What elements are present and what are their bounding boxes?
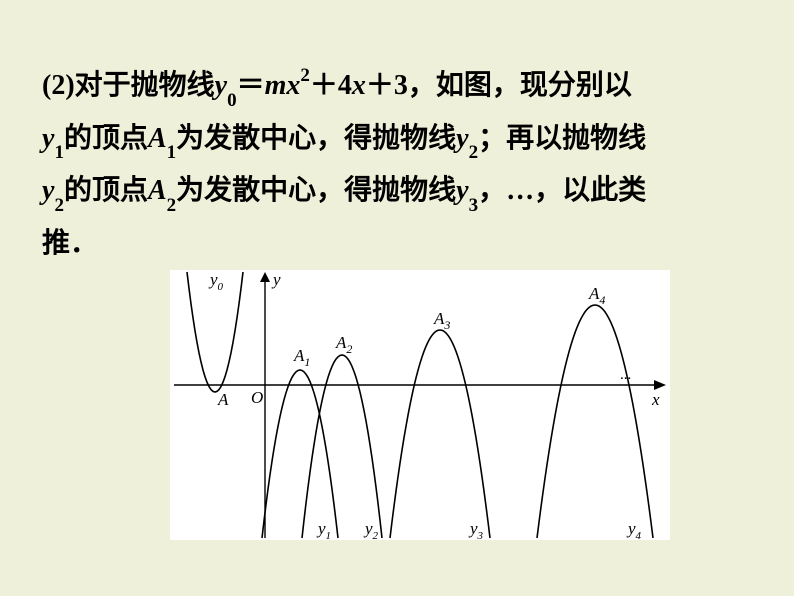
- sup-2: 2: [300, 65, 310, 86]
- text-8: ，…，以此类: [478, 175, 646, 206]
- problem-paragraph: (2)对于抛物线y0＝mx2＋4x＋3，如图，现分别以 y1的顶点A1为发散中心…: [42, 60, 752, 270]
- curve-label-y3: y3: [468, 519, 484, 540]
- var-x: x: [286, 70, 300, 101]
- var-x2: x: [352, 70, 366, 101]
- A-label: A: [217, 390, 229, 409]
- curve-y3: [390, 330, 490, 538]
- vertex-label-A1: A1: [293, 346, 310, 369]
- text-4: 为发散中心，得抛物线: [176, 123, 456, 154]
- vertex-label-A3: A3: [433, 309, 450, 332]
- curve-y4: [537, 305, 653, 538]
- y-label: y: [271, 270, 281, 289]
- var-A1: A: [148, 123, 167, 154]
- sub-y3: 3: [469, 195, 479, 216]
- var-y0: y: [215, 70, 227, 101]
- x-label: x: [651, 390, 660, 409]
- curve-y0: [187, 272, 243, 392]
- curve-label-y1: y1: [316, 519, 331, 540]
- sub-0: 0: [227, 90, 237, 111]
- sub-1: 1: [54, 142, 64, 163]
- plus-4: ＋4: [310, 70, 352, 101]
- text-6: 的顶点: [64, 175, 148, 206]
- curve-label-y4: y4: [626, 519, 642, 540]
- text-3: 的顶点: [64, 123, 148, 154]
- sub-A1: 1: [167, 142, 177, 163]
- part-number: (2): [42, 70, 75, 101]
- text-2: ＋3，如图，现分别以: [366, 70, 632, 101]
- text-9: 推．: [42, 228, 98, 259]
- text-5: ；再以抛物线: [478, 123, 646, 154]
- curve-label-y2: y2: [363, 519, 379, 540]
- var-y2: y: [456, 123, 468, 154]
- y0-axis-label: y0: [208, 270, 224, 293]
- ellipsis-label: ...: [620, 367, 631, 383]
- y-axis-arrow: [260, 272, 270, 282]
- sub-A2: 2: [167, 195, 177, 216]
- x-axis-arrow: [654, 380, 666, 390]
- figure-container: Ox y y0 A A1 A2 A3 A4... y1 y2 y3 y4: [170, 270, 670, 540]
- curve-y2: [302, 355, 382, 538]
- text-1: 对于抛物线: [75, 70, 215, 101]
- slide-content: (2)对于抛物线y0＝mx2＋4x＋3，如图，现分别以 y1的顶点A1为发散中心…: [0, 0, 794, 540]
- curve-y1: [262, 370, 338, 538]
- var-m: m: [265, 70, 287, 101]
- vertex-label-A2: A2: [335, 333, 352, 356]
- origin-label: O: [251, 388, 263, 407]
- equals: ＝: [237, 70, 265, 101]
- vertex-label-A4: A4: [588, 284, 605, 307]
- sub-y2b: 2: [54, 195, 64, 216]
- parabola-figure: Ox y y0 A A1 A2 A3 A4... y1 y2 y3 y4: [170, 270, 670, 540]
- var-y2b: y: [42, 175, 54, 206]
- text-7: 为发散中心，得抛物线: [176, 175, 456, 206]
- sub-y2: 2: [469, 142, 479, 163]
- var-y1: y: [42, 123, 54, 154]
- var-A2: A: [148, 175, 167, 206]
- var-y3: y: [456, 175, 468, 206]
